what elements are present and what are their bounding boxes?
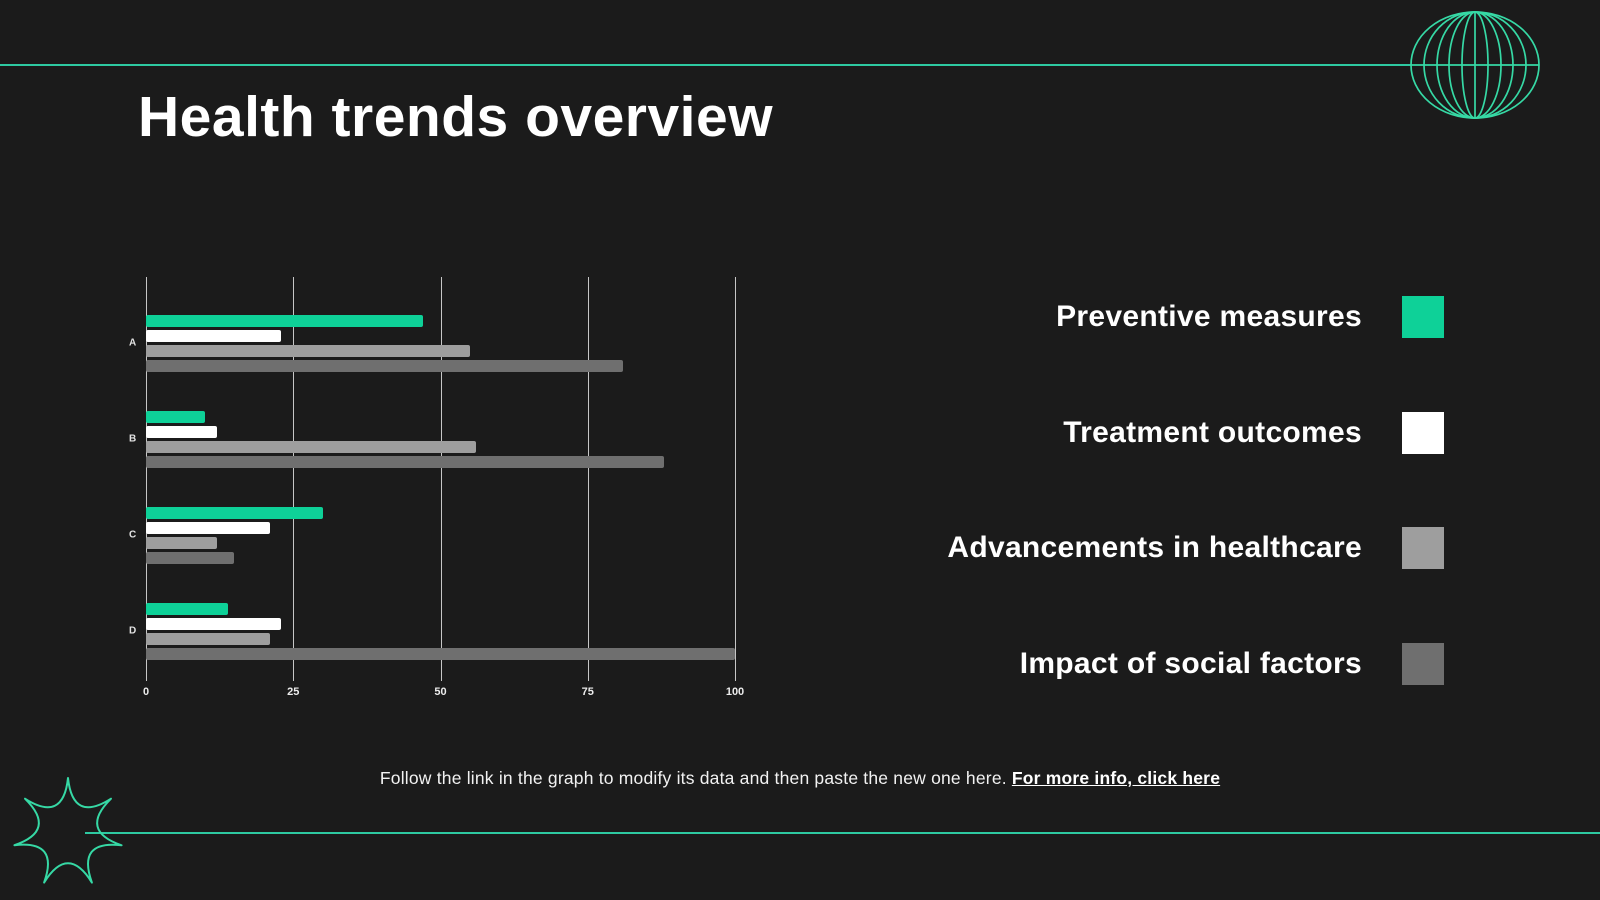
category-label-C: C xyxy=(129,529,137,541)
gridline-0 xyxy=(146,277,147,681)
legend-swatch xyxy=(1402,642,1444,685)
legend-label: Advancements in healthcare xyxy=(947,531,1362,564)
legend-item: Treatment outcomes xyxy=(1063,411,1444,454)
bar-B-treatment-outcomes xyxy=(146,425,217,438)
bar-group-C: C xyxy=(129,506,735,564)
legend-swatch xyxy=(1402,411,1444,454)
x-tick-label-50: 50 xyxy=(434,686,447,698)
x-tick-label-75: 75 xyxy=(581,686,594,698)
bar-D-advancements-in-healthcare xyxy=(146,632,270,645)
bar-A-preventive-measures xyxy=(146,314,423,327)
legend-label: Impact of social factors xyxy=(1019,646,1362,680)
bar-D-preventive-measures xyxy=(146,602,229,615)
legend-label: Preventive measures xyxy=(1056,300,1362,333)
bar-group-A: A xyxy=(129,314,735,372)
legend-swatch xyxy=(1402,296,1444,338)
bar-B-impact-of-social-factors xyxy=(146,455,665,468)
category-label-D: D xyxy=(129,625,137,637)
bar-C-preventive-measures xyxy=(146,506,323,519)
bar-C-treatment-outcomes xyxy=(146,521,270,534)
x-tick-label-100: 100 xyxy=(725,686,745,698)
bar-A-treatment-outcomes xyxy=(146,329,282,342)
legend-item: Preventive measures xyxy=(1056,296,1444,338)
top-divider-line xyxy=(0,64,1412,66)
starburst-icon xyxy=(13,777,123,884)
x-axis-ticks: 0 25 50 75 100 xyxy=(142,686,744,706)
bar-B-preventive-measures xyxy=(146,410,205,423)
bar-C-impact-of-social-factors xyxy=(146,551,235,564)
legend-item: Impact of social factors xyxy=(1019,642,1444,685)
x-tick-label-25: 25 xyxy=(287,686,300,698)
bar-B-advancements-in-healthcare xyxy=(146,440,476,453)
bar-A-advancements-in-healthcare xyxy=(146,344,470,357)
bottom-divider-line xyxy=(85,832,1600,834)
bar-A-impact-of-social-factors xyxy=(146,359,624,372)
legend-label: Treatment outcomes xyxy=(1063,415,1362,449)
gridline-25 xyxy=(293,277,295,681)
legend-swatch xyxy=(1402,527,1444,569)
category-label-A: A xyxy=(129,337,137,349)
page-title: Health trends overview xyxy=(138,85,774,149)
category-label-B: B xyxy=(129,433,137,445)
globe-icon xyxy=(1410,11,1540,119)
x-tick-label-0: 0 xyxy=(142,686,150,698)
bar-D-treatment-outcomes xyxy=(146,617,282,630)
footer-note: Follow the link in the graph to modify i… xyxy=(0,768,1600,789)
bar-D-impact-of-social-factors xyxy=(146,647,735,660)
chart-plot: A B C D xyxy=(129,277,736,681)
footer-link[interactable]: For more info, click here xyxy=(1011,768,1221,788)
bar-chart[interactable]: A B C D 0 25 50 75 100 xyxy=(129,277,744,698)
footer-text: Follow the link in the graph to modify i… xyxy=(379,768,1012,788)
bar-group-B: B xyxy=(129,410,735,468)
legend-item: Advancements in healthcare xyxy=(947,527,1444,569)
gridline-50 xyxy=(440,277,442,681)
gridline-75 xyxy=(587,277,589,681)
gridline-100 xyxy=(735,277,736,681)
bar-group-D: D xyxy=(129,602,735,660)
bar-C-advancements-in-healthcare xyxy=(146,536,217,549)
chart-legend: Preventive measures Treatment outcomes Adv… xyxy=(804,296,1444,688)
